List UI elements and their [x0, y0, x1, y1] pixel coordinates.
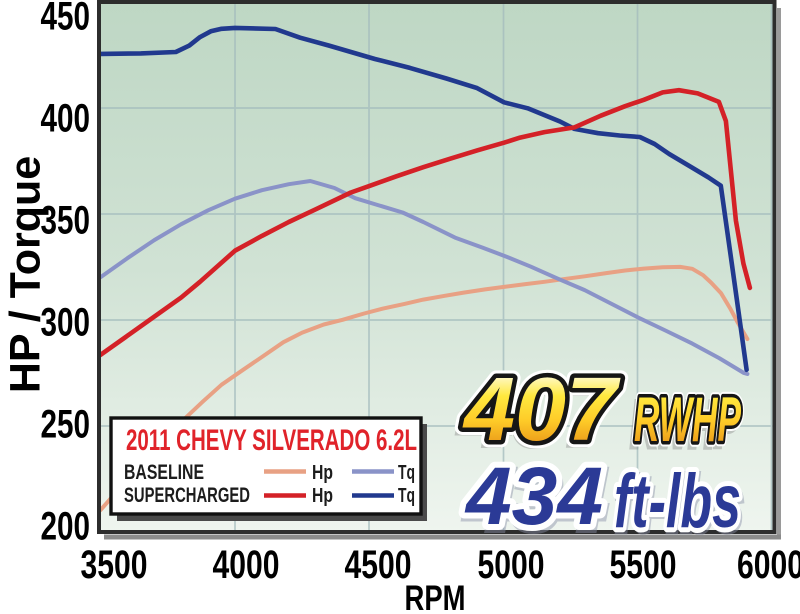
svg-text:Hp: Hp — [312, 462, 333, 484]
svg-text:ft-lbs: ft-lbs — [614, 459, 741, 544]
svg-text:HP / Torque: HP / Torque — [2, 156, 50, 393]
svg-text:434: 434 — [464, 451, 603, 542]
svg-text:407: 407 — [462, 360, 621, 460]
svg-text:407: 407 — [459, 364, 618, 464]
svg-text:RWHP: RWHP — [634, 385, 742, 455]
svg-text:ft-lbs: ft-lbs — [614, 459, 741, 544]
svg-text:Tq: Tq — [398, 485, 415, 507]
svg-text:5500: 5500 — [610, 543, 677, 587]
svg-text:407: 407 — [462, 360, 621, 460]
svg-text:BASELINE: BASELINE — [124, 461, 204, 484]
svg-text:6000: 6000 — [737, 543, 800, 587]
svg-text:5000: 5000 — [478, 543, 545, 587]
svg-text:350: 350 — [41, 198, 91, 242]
svg-text:407: 407 — [462, 360, 621, 460]
svg-text:RPM: RPM — [405, 579, 466, 614]
svg-text:Tq: Tq — [398, 462, 415, 484]
svg-text:RWHP: RWHP — [634, 385, 742, 455]
svg-text:ft-lbs: ft-lbs — [616, 462, 743, 547]
svg-text:400: 400 — [41, 96, 91, 140]
svg-text:300: 300 — [41, 300, 91, 344]
svg-text:RWHP: RWHP — [631, 390, 739, 460]
svg-text:Hp: Hp — [312, 485, 333, 507]
svg-text:434: 434 — [464, 451, 603, 542]
svg-text:4500: 4500 — [345, 543, 412, 587]
svg-text:4000: 4000 — [213, 543, 280, 587]
svg-text:434: 434 — [466, 455, 605, 546]
svg-text:200: 200 — [41, 504, 91, 548]
svg-text:2011 CHEVY SILVERADO 6.2L: 2011 CHEVY SILVERADO 6.2L — [126, 424, 417, 457]
svg-text:250: 250 — [41, 402, 91, 446]
svg-text:450: 450 — [41, 0, 91, 38]
svg-text:RWHP: RWHP — [634, 385, 742, 455]
svg-text:SUPERCHARGED: SUPERCHARGED — [124, 484, 250, 507]
svg-text:3500: 3500 — [81, 543, 148, 587]
